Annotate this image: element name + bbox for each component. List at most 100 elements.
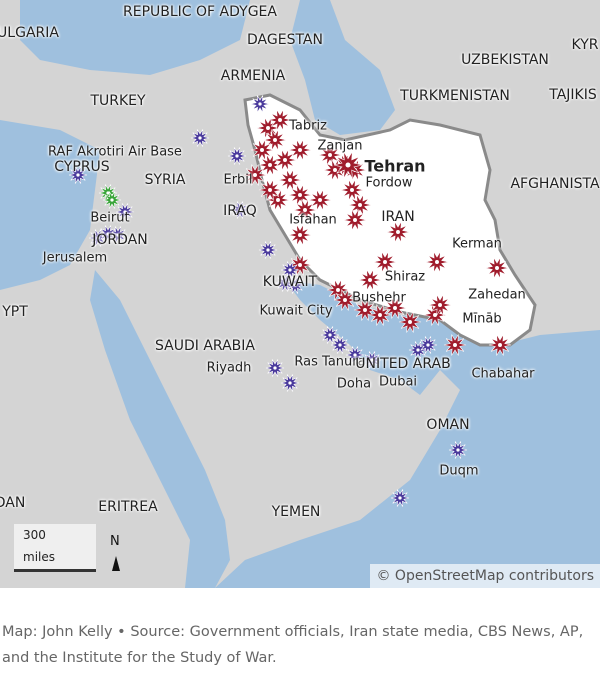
- strike-marker-center: [273, 138, 277, 142]
- strike-marker-center: [368, 278, 372, 282]
- caption: Map: John Kelly • Source: Government off…: [2, 624, 584, 666]
- city-label-kerman: Kerman: [452, 236, 502, 252]
- city-label-duqm: Duqm: [439, 463, 479, 479]
- strike-marker-center: [358, 203, 362, 207]
- city-label-ras-tanura: Ras Tanura: [294, 354, 366, 370]
- strike-marker-center: [106, 232, 110, 236]
- country-label-egypt: YPT: [2, 304, 28, 320]
- strike-marker-center: [333, 168, 337, 172]
- strike-marker-center: [266, 126, 270, 130]
- attribution[interactable]: © OpenStreetMap contributors: [370, 564, 600, 588]
- strike-marker-center: [235, 154, 239, 158]
- strike-marker-center: [456, 448, 460, 452]
- strike-marker-center: [288, 178, 292, 182]
- city-label-beirut: Beirut: [90, 210, 130, 226]
- strike-marker-center: [433, 313, 437, 317]
- city-label-doha: Doha: [336, 376, 372, 392]
- strike-marker-center: [273, 366, 277, 370]
- country-label-tajik: TAJIKIS: [549, 87, 597, 103]
- strike-marker-center: [370, 358, 374, 362]
- strike-marker-center: [328, 153, 332, 157]
- scale-value: 300: [23, 528, 46, 542]
- strike-marker-center: [495, 266, 499, 270]
- city-label-fordow: Fordow: [365, 175, 413, 191]
- city-label-riyadh: Riyadh: [206, 360, 252, 376]
- strike-marker-center: [258, 102, 262, 106]
- strike-marker-center: [123, 210, 127, 214]
- strike-marker-center: [328, 333, 332, 337]
- strike-marker-center: [298, 263, 302, 267]
- city-label-zahedan: Zahedan: [468, 287, 526, 303]
- country-label-yemen: YEMEN: [271, 504, 321, 520]
- country-label-iran: IRAN: [381, 209, 415, 225]
- scale-bar: 300 miles: [14, 524, 96, 572]
- city-label-akrotiri: RAF Akrotiri Air Base: [48, 144, 182, 160]
- strike-marker-center: [198, 136, 202, 140]
- strike-marker-center: [303, 208, 307, 212]
- country-label-syria: SYRIA: [144, 172, 186, 188]
- strike-marker-center: [338, 343, 342, 347]
- city-label-tabriz: Tabriz: [289, 118, 327, 134]
- country-label-uae: UNITED ARAB: [355, 356, 451, 372]
- strike-marker-center: [353, 218, 357, 222]
- strike-marker-center: [76, 173, 80, 177]
- strike-marker-center: [283, 158, 287, 162]
- strike-marker-center: [350, 188, 354, 192]
- strike-marker-center: [383, 260, 387, 264]
- strike-marker-center: [438, 303, 442, 307]
- city-label-jerusalem: Jerusalem: [42, 250, 108, 266]
- strike-marker-center: [288, 268, 292, 272]
- strike-marker-center: [345, 162, 351, 168]
- city-label-tehran: Tehran: [364, 156, 426, 176]
- country-label-kyr: KYR: [571, 37, 599, 53]
- iran-territory: [243, 93, 537, 347]
- city-label-kuwait-city: Kuwait City: [259, 303, 333, 319]
- red-sea: [90, 270, 230, 588]
- country-label-turkmenistan: TURKMENISTAN: [400, 88, 510, 104]
- city-label-bushehr: Bushehr: [352, 290, 406, 306]
- strike-marker-center: [253, 173, 257, 177]
- city-label-chabahar: Chabahar: [471, 366, 535, 382]
- country-label-bulgaria: ULGARIA: [0, 25, 59, 41]
- strike-marker-center: [353, 353, 357, 357]
- strike-marker-center: [343, 298, 347, 302]
- country-label-oman: OMAN: [426, 417, 470, 433]
- strike-marker-center: [106, 191, 110, 195]
- strike-marker-center: [116, 233, 120, 237]
- strike-marker-center: [398, 496, 402, 500]
- water-bodies: [0, 0, 600, 588]
- strike-marker-center: [268, 188, 272, 192]
- strike-marker-center: [298, 233, 302, 237]
- persian-gulf: [215, 280, 600, 588]
- scale-line: [14, 569, 96, 572]
- country-label-cyprus: CYPRUS: [54, 159, 110, 175]
- city-label-dubai: Dubai: [378, 374, 418, 390]
- mediterranean-sea: [0, 120, 100, 290]
- strike-marker-center: [266, 248, 270, 252]
- map[interactable]: REPUBLIC OF ADYGEA ULGARIA DAGESTAN KYR UZBE…: [0, 0, 600, 588]
- scale-unit: miles: [23, 550, 55, 564]
- strike-marker-center: [318, 198, 322, 202]
- strike-marker-center: [498, 343, 502, 347]
- country-label-iraq: IRAQ: [223, 203, 257, 219]
- strike-marker-center: [396, 230, 400, 234]
- strike-marker-center: [260, 148, 264, 152]
- city-label-shiraz: Shiraz: [384, 269, 426, 285]
- strike-marker-center: [298, 193, 302, 197]
- country-label-dagestan: DAGESTAN: [247, 32, 323, 48]
- city-label-zanjan: Zanjan: [317, 138, 363, 154]
- strike-marker-center: [453, 343, 457, 347]
- city-label-isfahan: Isfahan: [289, 212, 337, 228]
- strike-marker-center: [268, 163, 272, 167]
- strike-marker-center: [393, 306, 397, 310]
- north-label: N: [110, 534, 120, 549]
- country-label-afghanistan: AFGHANISTA: [510, 176, 600, 192]
- country-label-jordan: JORDAN: [92, 232, 148, 248]
- north-arrow-icon: [112, 556, 120, 571]
- strike-marker-center: [435, 260, 439, 264]
- strike-marker-center: [293, 283, 297, 287]
- country-label-armenia: ARMENIA: [220, 68, 286, 84]
- strike-marker-center: [416, 348, 420, 352]
- strike-marker-center: [110, 198, 114, 202]
- country-label-turkey: TURKEY: [90, 93, 146, 109]
